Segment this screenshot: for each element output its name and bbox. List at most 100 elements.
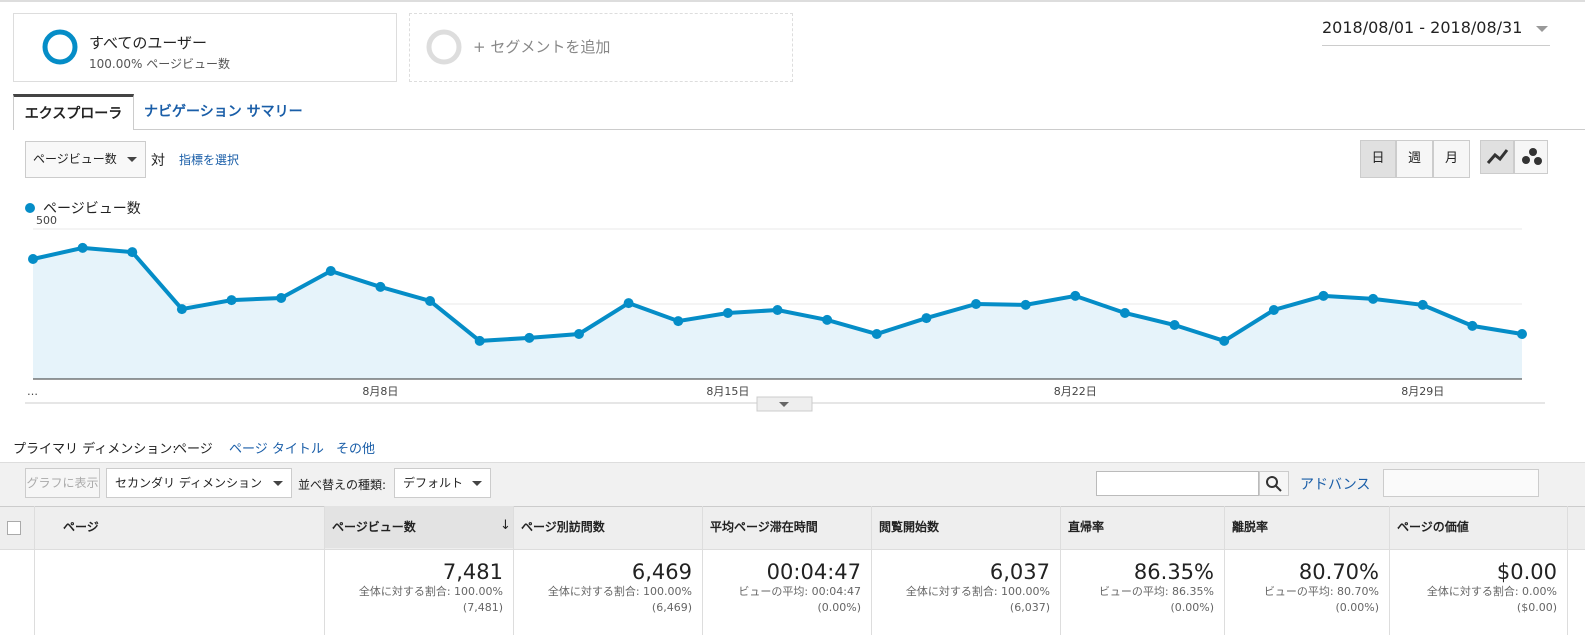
date-range[interactable]: 2018/08/01 - 2018/08/31 [1322, 18, 1550, 46]
legend-label: ページビュー数 [43, 201, 141, 217]
sort-select[interactable]: デフォルト [394, 468, 491, 498]
tab-line [134, 129, 1585, 130]
table-header [0, 506, 1585, 550]
icon [1266, 476, 1282, 492]
point [871, 329, 882, 339]
column-header[interactable]: ページビュー数 [325, 506, 514, 548]
add-segment-label: + セグメントを追加 [473, 38, 611, 56]
column-header[interactable]: ページ別訪問数 [514, 506, 703, 548]
segment-subtitle: 100.00% ページビュー数 [89, 57, 230, 71]
sort-arrow: ↓ [500, 518, 511, 533]
total-value: 7,481 [442, 560, 503, 584]
search-button[interactable] [1259, 471, 1289, 496]
dimension-option-active[interactable]: ページ [174, 442, 213, 457]
view-buttons[interactable] [1383, 469, 1539, 497]
point [425, 296, 436, 306]
total-cell: $0.00 全体に対する割合: 0.00% ($0.00) [1390, 548, 1568, 635]
segment-card[interactable]: すべてのユーザー 100.00% ページビュー数 [13, 13, 397, 82]
total-value: 6,037 [989, 560, 1050, 584]
search-input[interactable] [1096, 471, 1259, 496]
add-segment-icon [426, 29, 462, 65]
column-header[interactable]: 閲覧開始数 [872, 506, 1061, 548]
table-cell [35, 548, 325, 635]
point [77, 242, 88, 253]
point [673, 316, 684, 327]
point [28, 254, 38, 264]
dropdown-arrow [1536, 26, 1548, 38]
line-chart-button[interactable] [1480, 140, 1514, 174]
point [1517, 329, 1527, 339]
dropdown-arrow [472, 481, 482, 491]
point [127, 247, 138, 258]
select-metric[interactable]: 指標を選択 [179, 153, 240, 167]
period-button[interactable]: 月 [1433, 140, 1470, 178]
icon [1522, 148, 1542, 165]
checkbox[interactable] [7, 521, 21, 535]
metric-selector-text: ページビュー数 [33, 152, 117, 166]
metric-selector[interactable]: ページビュー数 [25, 141, 146, 178]
point [474, 335, 485, 346]
dimension-option[interactable]: その他 [336, 442, 376, 457]
total-note: 全体に対する割合: 100.00% [547, 585, 692, 598]
x-tick-label: … [27, 385, 38, 398]
total-note: ビューの平均: 86.35% [1098, 585, 1214, 598]
total-value: 86.35% [1133, 560, 1214, 584]
show-graph-button[interactable]: グラフに表示 [25, 468, 100, 498]
point [971, 299, 982, 309]
point [822, 314, 833, 325]
versus: 対 [151, 153, 165, 169]
period-button[interactable]: 日 [1360, 140, 1396, 178]
secondary-dimension-text: セカンダリ ディメンション [115, 476, 262, 490]
column-header[interactable]: 離脱率 [1225, 506, 1390, 548]
tab-active[interactable]: エクスプローラ [13, 94, 134, 130]
tab[interactable]: ナビゲーション サマリー [144, 104, 303, 120]
advanced-link[interactable]: アドバンス [1300, 477, 1371, 493]
total-sub: (0.00%) [817, 601, 861, 614]
point [1020, 299, 1031, 310]
column-header[interactable]: 直帰率 [1061, 506, 1225, 548]
point [623, 298, 634, 309]
date-range-text: 2018/08/01 - 2018/08/31 [1322, 18, 1523, 37]
total-sub: (6,469) [651, 601, 692, 614]
x-tick-label: 8月29日 [1401, 385, 1444, 398]
point [524, 332, 535, 343]
icon [1486, 149, 1509, 164]
total-sub: (6,037) [1009, 601, 1050, 614]
segment-title: すべてのユーザー [89, 34, 208, 52]
point [573, 329, 584, 339]
total-note: ビューの平均: 80.70% [1263, 585, 1379, 598]
legend-marker [25, 203, 35, 213]
dimension-option[interactable]: ページ タイトル [229, 442, 324, 457]
point [1368, 293, 1379, 304]
point [1070, 290, 1081, 301]
dropdown-arrow [273, 481, 283, 491]
top-border [0, 0, 1585, 2]
point [1169, 320, 1180, 330]
column-header[interactable]: ページの価値 [1390, 506, 1568, 548]
add-segment[interactable]: + セグメントを追加 [409, 13, 793, 82]
point [722, 308, 733, 318]
total-cell: 00:04:47 ビューの平均: 00:04:47 (0.00%) [703, 548, 872, 635]
total-note: 全体に対する割合: 100.00% [358, 585, 503, 598]
column-header[interactable]: 平均ページ滞在時間 [703, 506, 872, 548]
total-value: 80.70% [1298, 560, 1379, 584]
total-value: 6,469 [631, 560, 692, 584]
secondary-dimension[interactable]: セカンダリ ディメンション [106, 468, 292, 498]
motion-chart-button[interactable] [1514, 140, 1548, 174]
total-cell: 7,481 全体に対する割合: 100.00% (7,481) [325, 548, 514, 635]
checkbox-cell [0, 506, 35, 548]
sort-text: デフォルト [403, 476, 464, 490]
column-header[interactable]: ページ [35, 506, 325, 548]
segment-icon [42, 29, 78, 65]
point [226, 295, 237, 306]
point [276, 293, 287, 303]
point [1219, 335, 1230, 346]
total-note: 全体に対する割合: 100.00% [905, 585, 1050, 598]
collapse-arrow [779, 402, 789, 407]
primary-dimension-label: プライマリ ディメンション: [13, 442, 177, 457]
total-sub: (7,481) [462, 601, 503, 614]
total-value: $0.00 [1496, 560, 1557, 584]
period-button[interactable]: 週 [1396, 140, 1433, 178]
point [1119, 308, 1130, 318]
x-tick-label: 8月8日 [362, 385, 398, 398]
